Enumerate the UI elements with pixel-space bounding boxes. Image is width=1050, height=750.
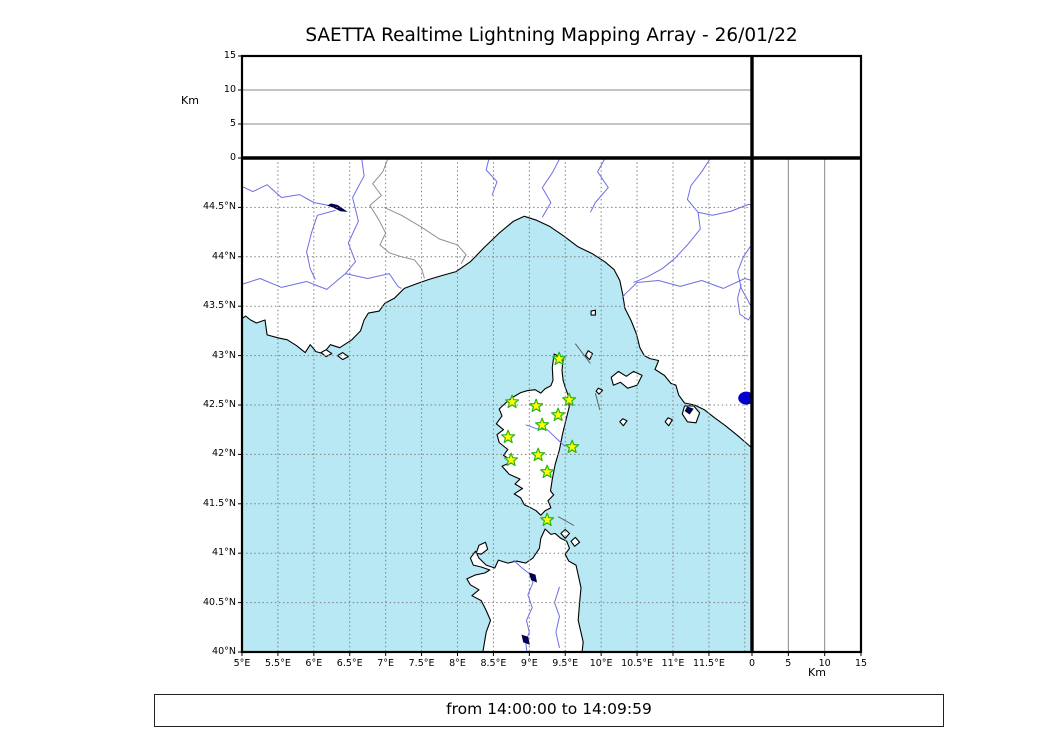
- lma-station-star: [535, 417, 550, 432]
- dist-tick-label: 0: [748, 658, 756, 669]
- lma-station-star: [529, 398, 544, 413]
- river-arno: [621, 278, 752, 299]
- lon-tick-label: 9.5°E: [552, 658, 579, 669]
- lon-tick-label: 5°E: [233, 658, 251, 669]
- river-verdon-var: [242, 273, 402, 290]
- hyeres-island-east: [336, 352, 349, 361]
- border-piemonte-liguria: [383, 206, 467, 264]
- alt-tick-label: 15: [223, 50, 236, 61]
- lon-tick-label: 11°E: [661, 658, 685, 669]
- lat-tick-label: 40.5°N: [202, 596, 236, 608]
- capraia: [584, 350, 594, 361]
- lake-omodeo: [521, 634, 530, 645]
- alt-tick-label: 0: [229, 152, 236, 163]
- elba: [610, 370, 643, 389]
- status-bar: from 14:00:00 to 14:09:59: [154, 694, 944, 727]
- corner-panel: [752, 56, 861, 158]
- lagoon-orbetello: [684, 406, 694, 415]
- lat-tick-label: 43°N: [212, 349, 236, 361]
- alt-tick-label: 10: [223, 84, 236, 95]
- lon-tick-label: 9°E: [520, 658, 538, 669]
- plot-frame: [240, 54, 863, 654]
- lma-station-star: [501, 429, 516, 444]
- lon-tick-label: 10.5°E: [621, 658, 654, 669]
- mainland-france-italy: [242, 158, 752, 449]
- river-rhone-tributary: [242, 184, 329, 206]
- dist-tick-label: 15: [854, 658, 868, 669]
- event-dot: [738, 391, 752, 405]
- lma-station-star: [540, 512, 555, 527]
- dist-tick-label: 10: [818, 658, 831, 669]
- pianosa: [595, 387, 604, 395]
- montecristo: [619, 418, 628, 427]
- lat-tick-label: 43.5°N: [202, 300, 236, 312]
- lma-station-star: [540, 464, 555, 479]
- lma-station-star: [505, 394, 520, 409]
- lake-coghinas: [528, 572, 538, 583]
- sea-line-cap-corse: [574, 343, 591, 364]
- river-durance-lower: [306, 209, 336, 280]
- map-layer: [242, 158, 752, 652]
- lon-tick-label: 8°E: [449, 658, 466, 669]
- river-tanaro: [485, 158, 498, 196]
- page-title: SAETTA Realtime Lightning Mapping Array …: [305, 25, 798, 46]
- lon-tick-label: 8.5°E: [480, 658, 507, 669]
- lon-tick-label: 6.5°E: [336, 658, 363, 669]
- lon-tick-label: 7.5°E: [408, 658, 435, 669]
- maddalena-west: [560, 528, 571, 539]
- sea-line-tuscan: [594, 392, 601, 411]
- distance-axis-unit: Km: [808, 666, 826, 679]
- river-durance-upper: [345, 158, 365, 274]
- lat-tick-label: 42.5°N: [202, 399, 236, 410]
- lma-station-star: [552, 351, 567, 366]
- sardinia: [466, 528, 584, 652]
- lon-tick-label: 10°E: [589, 658, 613, 669]
- lon-tick-label: 7°E: [377, 658, 395, 669]
- lat-tick-label: 41.5°N: [202, 497, 236, 509]
- lma-station-star: [562, 392, 577, 407]
- altitude-axis-unit: Km: [181, 94, 199, 107]
- lma-station-star: [551, 407, 566, 422]
- gorgona: [590, 309, 596, 316]
- river-tirso-east: [554, 586, 560, 649]
- lat-tick-label: 40°N: [212, 646, 236, 657]
- river-tiber-upper: [737, 243, 752, 272]
- lat-tick-label: 44.5°N: [202, 201, 236, 213]
- lon-tick-label: 6°E: [305, 658, 323, 669]
- dist-tick-label: 5: [785, 658, 792, 669]
- lat-alt-panel: [752, 158, 861, 652]
- altitude-panel: [242, 56, 752, 158]
- time-range-text: from 14:00:00 to 14:09:59: [446, 700, 652, 718]
- lma-station-star: [504, 452, 519, 467]
- lat-tick-label: 42°N: [212, 448, 236, 460]
- lat-tick-label: 41°N: [212, 547, 236, 559]
- river-tavignano: [525, 424, 566, 447]
- sea-line-bonifacio: [557, 516, 575, 526]
- lma-station-star: [531, 447, 546, 462]
- giglio: [664, 417, 673, 427]
- alt-tick-label: 5: [229, 118, 236, 129]
- river-trebbia: [541, 158, 561, 218]
- lma-station-star: [565, 439, 580, 454]
- asinara: [475, 541, 489, 555]
- lon-tick-label: 11.5°E: [692, 658, 725, 669]
- lon-tick-label: 5.5°E: [264, 658, 291, 669]
- maddalena-east: [570, 536, 581, 547]
- river-east-horizontal: [697, 203, 752, 216]
- lat-tick-label: 44°N: [212, 250, 236, 262]
- river-po-apennine: [633, 158, 712, 283]
